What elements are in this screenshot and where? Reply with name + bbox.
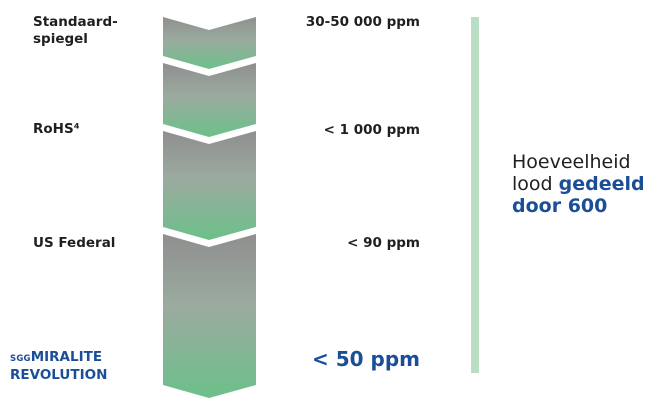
- side-annotation: Hoeveelheid lood gedeeld door 600: [512, 151, 645, 217]
- value-product: < 50 ppm: [312, 347, 420, 371]
- label-us-federal: US Federal: [33, 235, 116, 251]
- value-rohs: < 1 000 ppm: [323, 122, 420, 138]
- divider-bar: [471, 17, 479, 373]
- value-us-federal: < 90 ppm: [347, 235, 420, 251]
- product-name-line2: REVOLUTION: [10, 367, 108, 383]
- label-rohs: RoHS⁴: [33, 121, 80, 137]
- brand-prefix: SGG: [10, 354, 31, 364]
- arrow-segment-4: [163, 234, 256, 398]
- arrow-segment-2: [163, 63, 256, 137]
- arrow-segment-1: [163, 17, 256, 69]
- product-name-line1: MIRALITE: [30, 349, 103, 365]
- product-label: SGGMIRALITE REVOLUTION: [10, 349, 107, 383]
- label-standard-mirror: Standaard- spiegel: [33, 14, 118, 47]
- arrow-segment-3: [163, 131, 256, 240]
- value-standard-mirror: 30-50 000 ppm: [305, 14, 420, 30]
